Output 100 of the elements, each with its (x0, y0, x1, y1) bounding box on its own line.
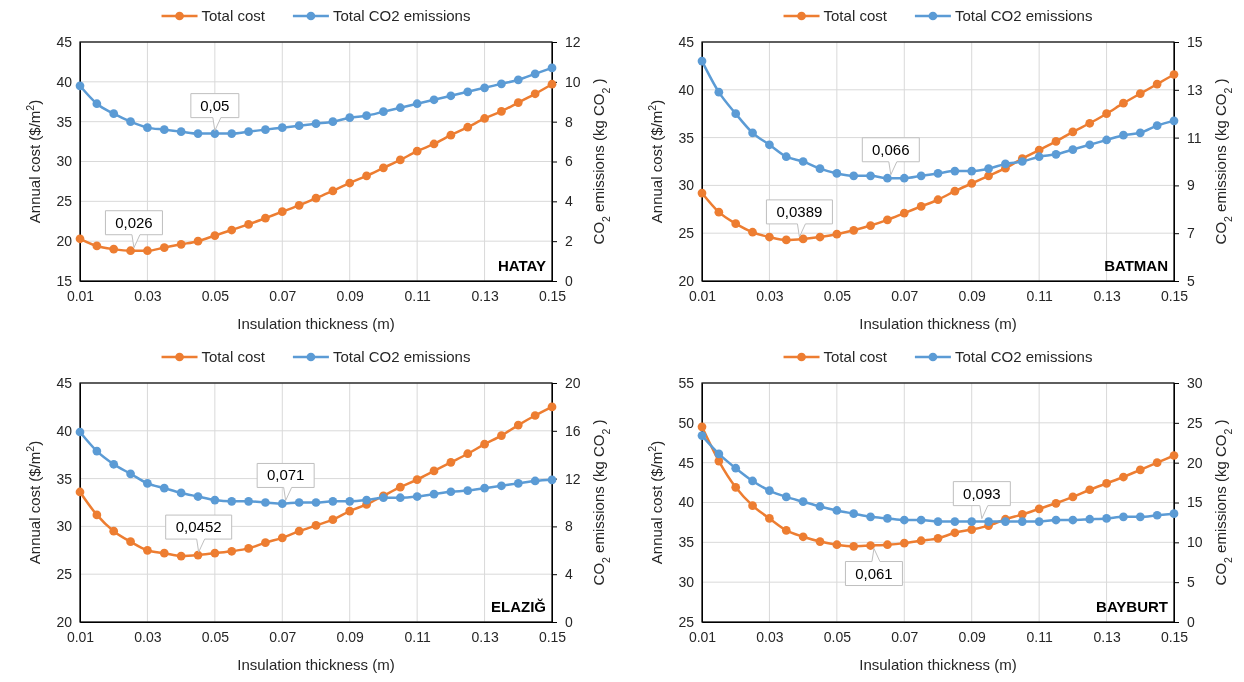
point (513, 420, 523, 430)
x-tick-label: 0.15 (1160, 628, 1189, 645)
x-tick-label: 0.05 (823, 287, 852, 304)
x-tick-label: 0.09 (958, 287, 987, 304)
x-tick-label: 0.07 (269, 287, 297, 304)
y2-tick-label: 0 (1187, 613, 1195, 630)
point (345, 113, 355, 123)
point (328, 186, 338, 196)
point (429, 95, 439, 105)
y-tick-label: 25 (56, 193, 73, 210)
point (497, 431, 506, 440)
point (463, 449, 473, 459)
legend-label: Total cost (823, 7, 888, 24)
x-tick-label: 0.15 (538, 628, 567, 645)
point (1085, 118, 1095, 128)
y-tick-label: 35 (56, 470, 73, 487)
point (849, 171, 859, 181)
point (798, 532, 808, 542)
point (731, 219, 741, 228)
x-axis-title: Insulation thickness (m) (859, 656, 1017, 673)
point (92, 446, 102, 456)
point (832, 229, 842, 239)
point (345, 496, 355, 506)
y2-tick-label: 6 (565, 153, 573, 170)
point (1068, 515, 1078, 525)
point (916, 515, 926, 525)
point (244, 496, 253, 506)
point (143, 246, 152, 256)
point (714, 87, 724, 97)
point (697, 188, 707, 198)
point (497, 481, 506, 491)
x-axis-title: Insulation thickness (m) (237, 656, 395, 673)
point (916, 536, 926, 546)
point (412, 475, 422, 484)
point (547, 475, 557, 485)
point (446, 487, 456, 497)
y-tick-label: 45 (678, 33, 695, 50)
point (849, 509, 859, 519)
point (92, 241, 102, 251)
point (1169, 70, 1179, 79)
x-tick-label: 0.09 (958, 628, 987, 645)
y2-tick-label: 16 (565, 422, 581, 439)
point (311, 521, 321, 530)
text: ELAZIĞ (491, 598, 546, 615)
point (277, 207, 287, 217)
point (75, 234, 85, 244)
x-tick-label: 0.07 (891, 628, 919, 645)
point (731, 483, 741, 492)
x-tick-label: 0.03 (134, 628, 162, 645)
legend-label: Total cost (823, 348, 888, 365)
y2-tick-label: 12 (565, 33, 581, 50)
point (547, 402, 557, 412)
point (950, 528, 960, 538)
x-tick-label: 0.09 (336, 628, 365, 645)
point (899, 173, 909, 183)
point (277, 123, 287, 132)
x-tick-label: 0.03 (756, 628, 784, 645)
annotation: 0,05 (200, 96, 230, 114)
y2-tick-label: 10 (1187, 534, 1203, 551)
point (328, 515, 338, 525)
point (210, 548, 220, 558)
y-tick-label: 45 (56, 33, 73, 50)
point (967, 179, 977, 188)
point (480, 483, 489, 493)
annotation: 0,071 (266, 466, 305, 484)
point (75, 487, 85, 497)
point (1085, 514, 1095, 524)
point (1001, 159, 1010, 169)
annotation: 0,026 (115, 213, 153, 231)
point (866, 171, 875, 181)
point (1102, 109, 1111, 119)
point (294, 200, 304, 210)
point (1051, 515, 1061, 525)
x-tick-label: 0.01 (688, 287, 717, 304)
point (412, 146, 422, 156)
point (395, 155, 405, 165)
y-tick-label: 30 (56, 153, 73, 170)
annotation: 0,0389 (776, 202, 823, 220)
y2-tick-label: 8 (565, 113, 573, 130)
point (1051, 498, 1061, 508)
point (395, 482, 405, 492)
point (1068, 492, 1078, 502)
y-tick-label: 35 (678, 129, 695, 146)
point (1102, 479, 1111, 488)
point (176, 127, 186, 136)
point (866, 512, 875, 522)
point (1119, 472, 1128, 482)
point (497, 79, 506, 89)
point (513, 479, 523, 488)
point (1051, 149, 1061, 159)
point (697, 422, 707, 432)
y-tick-label: 40 (678, 81, 695, 98)
legend-label: Total CO2 emissions (332, 7, 471, 24)
point (731, 463, 741, 473)
point (731, 109, 741, 119)
point (513, 75, 523, 85)
y2-tick-label: 0 (565, 272, 573, 289)
point (311, 193, 321, 203)
point (781, 526, 791, 535)
point (143, 479, 152, 488)
